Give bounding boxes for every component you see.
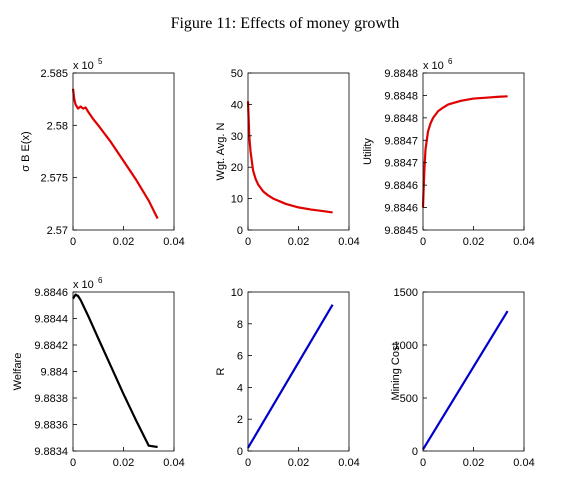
y-tick-label: 9.884 [40, 367, 68, 379]
y-tick-label: 9.8844 [34, 314, 68, 326]
axes-frame [247, 291, 350, 452]
x-tick-label: 0.02 [288, 236, 309, 248]
y-tick-label: 9.8838 [34, 393, 68, 405]
figure-title: Figure 11: Effects of money growth [171, 15, 400, 32]
y-tick-label: 4 [237, 382, 243, 394]
data-line [421, 95, 508, 208]
y-tick-label: 9.8834 [34, 446, 68, 458]
exponent-label: x 10 [73, 60, 94, 72]
data-line [246, 101, 333, 214]
x-tick-label: 0.02 [463, 236, 484, 248]
y-tick-label: 1500 [394, 287, 418, 299]
data-line [247, 304, 334, 449]
y-axis-label: Utility [362, 138, 374, 165]
y-axis-label: Mining Cost [390, 342, 402, 400]
y-tick-label: 2.57 [47, 225, 68, 237]
x-tick-label: 0.02 [288, 457, 309, 469]
y-tick-label: 0 [237, 225, 243, 237]
y-tick-label: 2.575 [40, 173, 68, 185]
exponent-label: x 10 [423, 60, 444, 72]
x-tick-label: 0 [245, 236, 251, 248]
axes-frame [422, 72, 525, 231]
exponent-power: 6 [448, 57, 453, 66]
exponent-power: 5 [98, 57, 103, 66]
y-tick-label: 500 [400, 393, 418, 405]
y-axis-label: R [215, 367, 227, 375]
x-tick-label: 0.04 [513, 457, 534, 469]
y-tick-label: 1000 [394, 340, 418, 352]
y-tick-label: 2.585 [40, 68, 68, 80]
y-tick-label: 30 [231, 131, 243, 143]
y-tick-label: 9.8842 [34, 340, 68, 352]
y-tick-label: 2.58 [47, 120, 68, 132]
x-tick-label: 0 [70, 457, 76, 469]
y-tick-label: 0 [412, 446, 418, 458]
x-tick-label: 0.04 [513, 236, 534, 248]
axes-frame [422, 291, 525, 452]
x-tick-label: 0.04 [163, 236, 184, 248]
y-tick-label: 9.8846 [384, 203, 418, 215]
y-tick-label: 50 [231, 68, 243, 80]
y-tick-label: 9.8848 [384, 113, 418, 125]
y-tick-label: 8 [237, 319, 243, 331]
exponent-power: 6 [98, 276, 103, 285]
y-tick-label: 6 [237, 351, 243, 363]
y-tick-label: 9.8845 [384, 225, 418, 237]
y-tick-label: 9.8847 [384, 135, 418, 147]
x-tick-label: 0 [70, 236, 76, 248]
x-tick-label: 0.02 [113, 457, 134, 469]
x-tick-label: 0 [245, 457, 251, 469]
y-axis-label: Welfare [12, 353, 24, 391]
y-axis-label: Wgt. Avg. N [215, 123, 227, 181]
y-tick-label: 40 [231, 99, 243, 111]
y-tick-label: 10 [231, 194, 243, 206]
exponent-label: x 10 [73, 279, 94, 291]
y-tick-label: 9.8836 [34, 420, 68, 432]
y-tick-label: 20 [231, 162, 243, 174]
x-tick-label: 0.02 [113, 236, 134, 248]
y-tick-label: 9.8847 [384, 158, 418, 170]
data-line [422, 310, 509, 450]
y-tick-label: 10 [231, 287, 243, 299]
x-tick-label: 0.04 [163, 457, 184, 469]
data-line [71, 88, 159, 219]
y-axis-label: σ B E(x) [20, 131, 32, 171]
y-tick-label: 9.8848 [384, 90, 418, 102]
data-line [72, 293, 158, 449]
y-tick-label: 9.8846 [34, 287, 68, 299]
axes-frame [72, 72, 175, 231]
x-tick-label: 0 [420, 457, 426, 469]
x-tick-label: 0.04 [338, 236, 359, 248]
y-tick-label: 9.8846 [384, 180, 418, 192]
x-tick-label: 0.02 [463, 457, 484, 469]
x-tick-label: 0 [420, 236, 426, 248]
y-tick-label: 2 [237, 414, 243, 426]
x-tick-label: 0.04 [338, 457, 359, 469]
y-tick-label: 0 [237, 446, 243, 458]
y-tick-label: 9.8848 [384, 68, 418, 80]
